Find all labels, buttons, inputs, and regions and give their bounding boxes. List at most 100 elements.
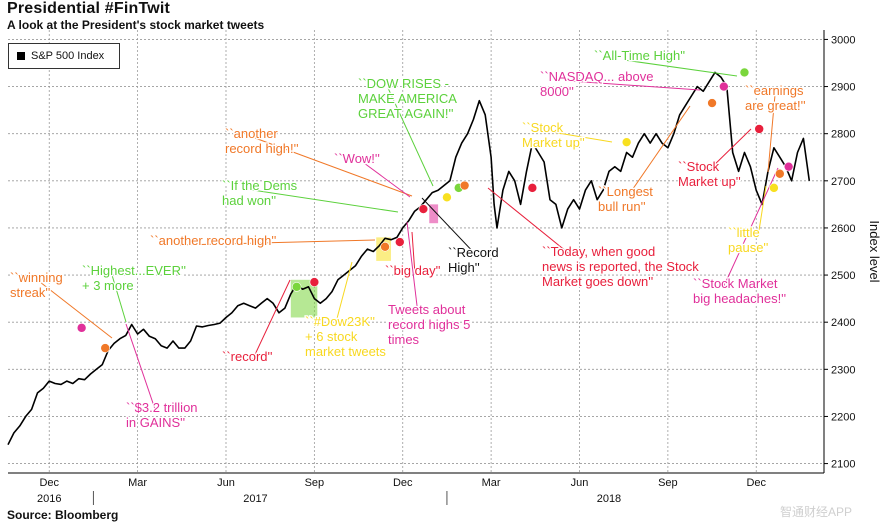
annotation-leader — [551, 131, 613, 143]
y-tick-label: 2200 — [831, 411, 855, 423]
annotation-line: in GAINS'' — [126, 415, 185, 430]
annotation-label: ``All-Time High'' — [594, 48, 685, 63]
annotation-line: ``DOW RISES - — [358, 76, 449, 91]
x-tick-label: Jun — [571, 477, 589, 489]
chart-subtitle: A look at the President's stock market t… — [7, 18, 265, 32]
tweet-marker — [769, 183, 779, 193]
tweet-marker — [783, 161, 794, 172]
annotation-leader — [387, 87, 434, 187]
annotation-line: market tweets — [305, 344, 386, 359]
annotation-line: had won'' — [222, 193, 276, 208]
annotation-line: Market goes down'' — [542, 274, 653, 289]
tweet-marker — [719, 81, 729, 92]
annotation-line: ``Stock Market — [693, 276, 778, 291]
annotation-line: ``another — [225, 126, 278, 141]
y-tick-label: 3000 — [831, 34, 855, 46]
annotation-label: ``big day'' — [385, 263, 441, 278]
annotation-label: ``If the Dems had won'' — [222, 178, 298, 208]
y-tick-label: 2100 — [831, 459, 855, 471]
annotation-line: ``#Dow23K'' — [305, 314, 375, 329]
annotation-leader — [411, 231, 416, 276]
annotation-leader — [569, 80, 701, 91]
tweet-marker — [291, 282, 302, 292]
x-tick-label: Sep — [658, 477, 678, 489]
annotation-leader — [254, 137, 413, 197]
plot-area — [8, 30, 824, 473]
annotation-label: ``earnings are great!'' — [745, 83, 806, 113]
annotation-label: Tweets about record highs 5 times — [388, 302, 470, 347]
tweet-marker — [775, 168, 785, 179]
annotation-leader — [251, 189, 399, 213]
annotation-leader — [707, 128, 752, 172]
annotation-line: + 6 stock — [305, 329, 358, 344]
annotation-line: ``earnings — [745, 83, 804, 98]
annotation-line: 8000'' — [540, 84, 574, 99]
annotation-label: ``Wow!'' — [334, 151, 380, 166]
annotation-label: ``another record high'' — [150, 233, 276, 248]
tweet-marker — [309, 277, 320, 287]
tweet-marker — [442, 192, 452, 203]
annotation-line: ``record'' — [222, 349, 272, 364]
annotation-leader — [627, 105, 691, 197]
tweet-marker — [76, 323, 87, 333]
annotation-line: ``All-Time High'' — [594, 48, 685, 63]
x-tick-label: Sep — [305, 477, 325, 489]
year-label: 2017 — [243, 493, 267, 505]
x-tick-label: Jun — [217, 477, 235, 489]
annotation-line: ``another record high'' — [150, 233, 276, 248]
tweet-marker — [527, 183, 538, 193]
annotation-line: are great!'' — [745, 98, 806, 113]
annotation-line: + 3 more — [82, 278, 134, 293]
tweet-marker — [100, 343, 111, 353]
annotation-leader — [111, 274, 127, 323]
watermark: 智通财经APP — [780, 505, 853, 519]
x-tick-label: Dec — [746, 477, 766, 489]
source-note: Source: Bloomberg — [7, 508, 119, 522]
y-tick-label: 2300 — [831, 364, 855, 376]
annotation-label: ``another record high!'' — [225, 126, 299, 156]
annotation-line: MAKE AMERICA — [358, 91, 457, 106]
annotation-leader — [125, 323, 157, 413]
annotation-line: Tweets about — [388, 302, 466, 317]
annotation-line: ``Longest — [598, 184, 653, 199]
x-tick-label: Dec — [393, 477, 413, 489]
annotation-leader — [251, 279, 291, 362]
year-label: 2018 — [597, 493, 621, 505]
x-tick-label: Mar — [482, 477, 501, 489]
tweet-marker — [380, 241, 390, 252]
annotation-label: ``Highest...EVER'' + 3 more — [82, 263, 186, 293]
annotation-leader — [406, 221, 419, 315]
annotation-line: ``Stock — [678, 159, 720, 174]
annotation-line: ``little — [728, 225, 760, 240]
annotation-leader — [363, 162, 411, 198]
annotation-line: ``NASDAQ... above — [540, 69, 653, 84]
annotation-line: Market up'' — [522, 135, 585, 150]
annotation-label: ``winning streak'' — [10, 270, 63, 300]
annotation-label: ``#Dow23K'' + 6 stock market tweets — [305, 314, 386, 359]
tweet-marker — [418, 204, 429, 214]
highlight-box — [429, 204, 439, 224]
annotation-leader — [39, 281, 113, 339]
annotation-line: High'' — [448, 260, 480, 275]
annotation-line: pause'' — [728, 240, 768, 255]
year-label: 2016 — [37, 493, 61, 505]
annotation-label: ``Stock Market up'' — [678, 159, 741, 189]
annotation-line: record highs 5 — [388, 317, 470, 332]
annotation-label: ``Stock Market big headaches!'' — [693, 276, 786, 306]
x-tick-label: Mar — [128, 477, 147, 489]
y-tick-label: 2700 — [831, 176, 855, 188]
tweet-marker — [394, 237, 405, 247]
x-tick-label: Dec — [39, 477, 59, 489]
y-tick-label: 2800 — [831, 129, 855, 141]
annotation-leader — [334, 261, 353, 327]
annotation-label: ``Stock Market up'' — [522, 120, 585, 150]
y-tick-label: 2900 — [831, 82, 855, 94]
series-line — [7, 71, 811, 446]
annotation-leader — [767, 94, 776, 173]
annotation-leader — [179, 239, 376, 246]
annotation-leader — [623, 59, 738, 77]
annotation-line: news is reported, the Stock — [542, 259, 699, 274]
tweet-marker — [707, 98, 717, 108]
legend[interactable]: S&P 500 Index — [8, 43, 120, 69]
